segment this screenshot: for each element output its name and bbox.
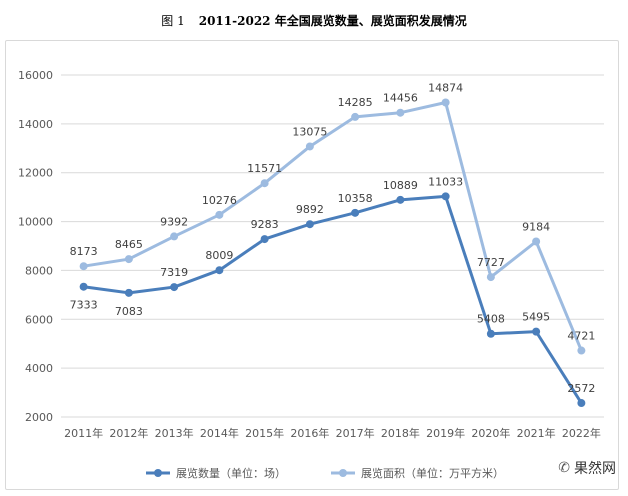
x-tick-label: 2016年 xyxy=(290,426,329,440)
y-tick-label: 8000 xyxy=(25,264,53,277)
data-label: 11033 xyxy=(428,175,463,188)
chart-frame: 2000 4000 6000 8000 10000 12000 14000 16000 2011… xyxy=(5,40,619,490)
data-point xyxy=(170,283,179,292)
data-point xyxy=(79,262,88,271)
data-point xyxy=(305,142,314,151)
data-label: 7083 xyxy=(115,305,143,318)
x-tick-label: 2020年 xyxy=(471,426,510,440)
data-point xyxy=(577,399,586,408)
data-label: 5495 xyxy=(522,311,550,324)
wechat-icon: ✆ xyxy=(558,460,570,476)
legend-swatch-marker xyxy=(339,469,347,477)
data-label: 8173 xyxy=(70,245,98,258)
data-label: 7319 xyxy=(160,266,188,279)
data-point xyxy=(396,108,405,117)
data-point xyxy=(215,210,224,219)
x-tick-label: 2013年 xyxy=(155,426,194,440)
data-point xyxy=(577,346,586,355)
data-point xyxy=(486,329,495,338)
data-point xyxy=(79,282,88,291)
data-label: 10889 xyxy=(383,179,418,192)
legend-label: 展览面积（单位：万平方米） xyxy=(361,466,504,480)
x-tick-label: 2022年 xyxy=(562,426,601,440)
x-tick-label: 2017年 xyxy=(336,426,375,440)
x-tick-label: 2018年 xyxy=(381,426,420,440)
x-tick-label: 2015年 xyxy=(245,426,284,440)
data-point xyxy=(215,266,224,275)
data-label: 14285 xyxy=(338,96,373,109)
data-point xyxy=(351,112,360,121)
data-label: 14456 xyxy=(383,92,418,105)
data-label: 10276 xyxy=(202,194,237,207)
y-tick-label: 4000 xyxy=(25,362,53,375)
data-label: 9184 xyxy=(522,221,550,234)
legend-swatch-marker xyxy=(154,469,162,477)
data-label: 7727 xyxy=(477,256,505,269)
data-point xyxy=(170,232,179,241)
legend-label: 展览数量（单位：场） xyxy=(176,466,286,480)
y-tick-label: 12000 xyxy=(18,167,53,180)
y-tick-label: 14000 xyxy=(18,118,53,131)
data-label: 7333 xyxy=(70,299,98,312)
data-point xyxy=(124,288,133,297)
data-point xyxy=(124,255,133,264)
data-point xyxy=(532,327,541,336)
data-point xyxy=(351,208,360,217)
x-tick-label: 2021年 xyxy=(517,426,556,440)
x-tick-label: 2014年 xyxy=(200,426,239,440)
x-tick-label: 2011年 xyxy=(64,426,103,440)
series-line-1 xyxy=(83,194,583,404)
series-line-2 xyxy=(83,101,583,352)
y-tick-label: 6000 xyxy=(25,313,53,326)
data-point xyxy=(260,179,269,188)
figure-title: 2011-2022 年全国展览数量、展览面积发展情况 xyxy=(198,14,467,28)
data-label: 9283 xyxy=(251,218,279,231)
data-point xyxy=(260,235,269,244)
data-point xyxy=(486,273,495,282)
data-label: 13075 xyxy=(292,125,327,138)
data-label: 4721 xyxy=(567,330,595,343)
line-chart: 2000 4000 6000 8000 10000 12000 14000 16000 2011… xyxy=(18,69,604,480)
y-tick-label: 2000 xyxy=(25,411,53,424)
x-tick-label: 2019年 xyxy=(426,426,465,440)
data-point xyxy=(441,192,450,201)
x-tick-label: 2012年 xyxy=(109,426,148,440)
y-tick-label: 10000 xyxy=(18,216,53,229)
data-label: 2572 xyxy=(567,382,595,395)
data-point xyxy=(396,195,405,204)
data-label: 8009 xyxy=(205,249,233,262)
data-point xyxy=(441,98,450,107)
watermark: ✆ 果然网 xyxy=(558,458,616,478)
data-label: 10358 xyxy=(338,192,373,205)
data-label: 11571 xyxy=(247,162,282,175)
data-point xyxy=(305,220,314,229)
data-label: 9392 xyxy=(160,215,188,228)
data-point xyxy=(532,237,541,246)
watermark-text: 果然网 xyxy=(574,461,616,477)
data-label: 9892 xyxy=(296,203,324,216)
data-label: 5408 xyxy=(477,313,505,326)
data-label: 8465 xyxy=(115,238,143,251)
figure-label: 图 1 xyxy=(161,14,185,28)
data-label: 14874 xyxy=(428,82,463,95)
y-tick-label: 16000 xyxy=(18,69,53,82)
chart-title: 图 1 2011-2022 年全国展览数量、展览面积发展情况 xyxy=(0,12,628,29)
